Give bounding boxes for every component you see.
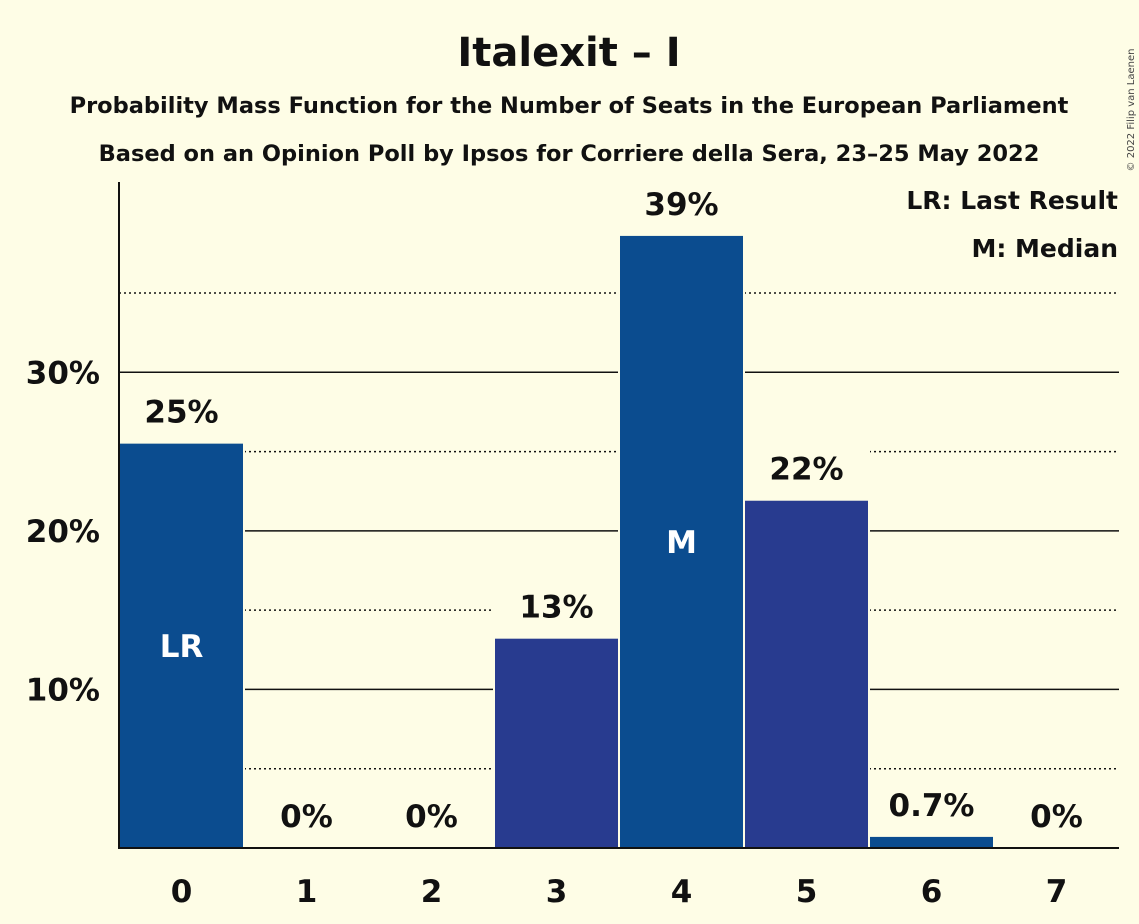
data-label-4: 39% [644,187,718,223]
x-axis-ticks: 0 1 2 3 4 5 6 7 [171,874,1068,910]
copyright-text: © 2022 Filip van Laenen [1126,49,1137,172]
data-label-1: 0% [280,799,333,835]
y-tick-label-30: 30% [26,355,100,391]
x-tick-label-4: 4 [671,874,693,910]
y-tick-label-10: 10% [26,672,100,708]
bar-6 [870,836,993,848]
x-tick-label-6: 6 [921,874,943,910]
y-tick-label-20: 20% [26,514,100,550]
x-tick-label-2: 2 [421,874,443,910]
x-tick-label-0: 0 [171,874,193,910]
data-label-5: 22% [769,452,843,488]
bar-4 [620,235,743,848]
y-axis-ticks: 10% 20% 30% [26,355,100,708]
data-label-6: 0.7% [889,788,975,824]
chart-subtitle-source: Based on an Opinion Poll by Ipsos for Co… [99,141,1040,167]
bar-3 [495,638,618,848]
x-tick-label-1: 1 [296,874,318,910]
data-label-7: 0% [1030,799,1083,835]
chart-title: Italexit – I [457,30,680,76]
bar-0 [120,443,243,848]
data-label-0: 25% [144,395,218,431]
legend-last-result: LR: Last Result [906,186,1118,215]
inside-label-m: M [666,525,697,561]
x-tick-label-7: 7 [1046,874,1068,910]
bar-5 [745,500,868,848]
x-tick-label-3: 3 [546,874,568,910]
data-label-2: 0% [405,799,458,835]
x-tick-label-5: 5 [796,874,818,910]
legend-median: M: Median [971,234,1118,263]
bars [118,175,995,848]
data-label-3: 13% [519,590,593,626]
bar-clearance-6 [868,776,995,848]
chart-subtitle: Probability Mass Function for the Number… [70,93,1069,119]
inside-label-lr: LR [160,629,204,665]
data-labels: 25% LR 0% 0% 13% 39% M 22% 0.7% 0% [144,187,1082,835]
